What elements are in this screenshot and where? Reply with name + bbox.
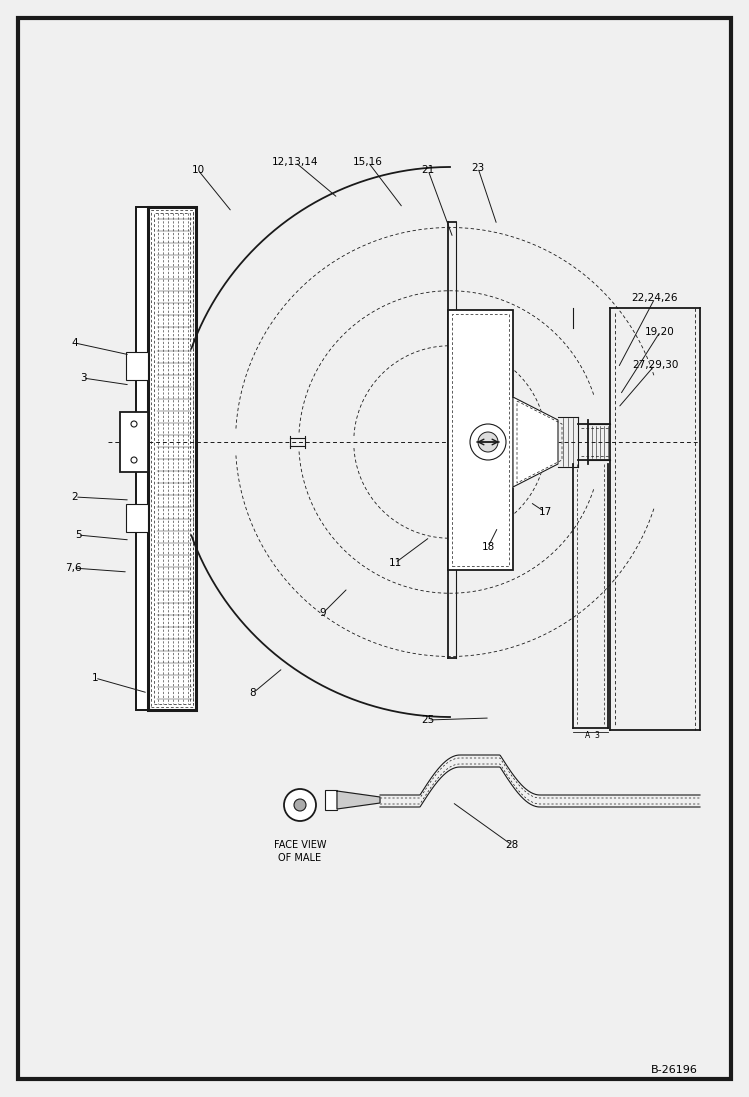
Text: 10: 10	[192, 165, 204, 176]
Bar	[148, 207, 196, 710]
Bar	[448, 310, 513, 570]
Bar	[325, 790, 337, 810]
Text: 4: 4	[72, 338, 79, 348]
Text: 3: 3	[79, 373, 86, 383]
Text: OF MALE: OF MALE	[279, 853, 321, 863]
Text: 22,24,26: 22,24,26	[631, 293, 679, 303]
Polygon shape	[513, 397, 558, 487]
Text: B-26196: B-26196	[651, 1065, 698, 1075]
Bar	[452, 314, 509, 566]
Bar	[126, 352, 148, 380]
Text: 11: 11	[389, 558, 401, 568]
Text: 28: 28	[506, 840, 518, 850]
Text: A  3: A 3	[584, 732, 599, 740]
Circle shape	[131, 457, 137, 463]
Bar	[151, 210, 193, 706]
Text: 21: 21	[422, 165, 434, 176]
Bar	[154, 213, 190, 704]
Text: 17: 17	[539, 507, 551, 517]
Text: 8: 8	[249, 688, 256, 698]
Text: 19,20: 19,20	[645, 327, 675, 337]
Text: 23: 23	[471, 163, 485, 173]
Bar	[136, 207, 148, 710]
Text: 9: 9	[320, 608, 327, 618]
Circle shape	[294, 799, 306, 811]
Text: 2: 2	[72, 491, 79, 502]
Bar	[120, 412, 148, 472]
Text: 15,16: 15,16	[353, 157, 383, 167]
Circle shape	[284, 789, 316, 821]
Text: 12,13,14: 12,13,14	[272, 157, 318, 167]
Circle shape	[131, 421, 137, 427]
Circle shape	[470, 425, 506, 460]
Text: 1: 1	[91, 672, 98, 683]
Text: 18: 18	[482, 542, 494, 552]
Text: 25: 25	[422, 715, 434, 725]
Text: 27,29,30: 27,29,30	[632, 360, 678, 370]
Polygon shape	[337, 791, 380, 808]
Bar	[126, 504, 148, 532]
Text: 7,6: 7,6	[64, 563, 82, 573]
Text: FACE VIEW: FACE VIEW	[273, 840, 327, 850]
Circle shape	[478, 432, 498, 452]
Bar	[136, 207, 148, 710]
Text: 5: 5	[75, 530, 82, 540]
